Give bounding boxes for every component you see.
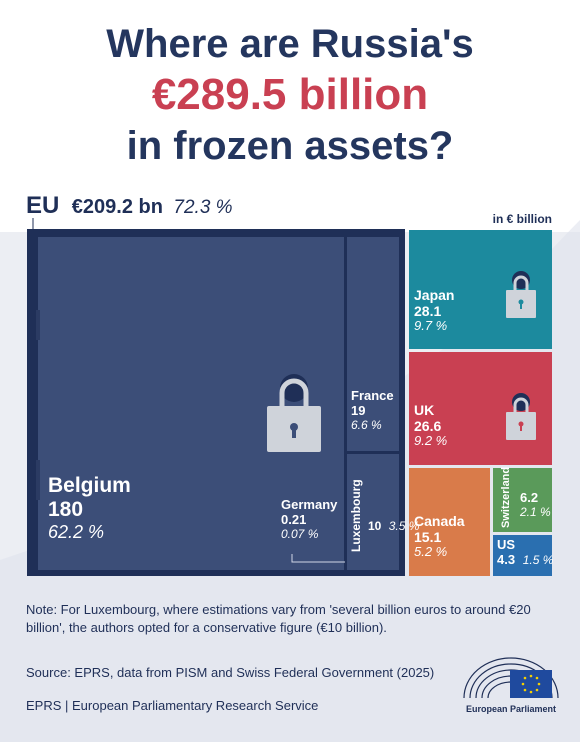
cell-us <box>493 535 552 576</box>
label-canada: Canada 15.1 5.2 % <box>414 513 465 560</box>
label-japan-name: Japan <box>414 287 455 303</box>
eu-header: EU €209.2 bn 72.3 % <box>26 192 233 220</box>
european-parliament-logo <box>463 657 559 699</box>
label-uk-pct: 9.2 % <box>414 433 448 449</box>
label-france: France 19 6.6 % <box>351 388 394 433</box>
label-luxembourg-name: Luxembourg <box>349 479 363 552</box>
label-us-name: US <box>497 537 516 552</box>
lock-icon <box>506 393 536 440</box>
eu-value: €209.2 bn <box>71 196 163 218</box>
cell-luxembourg <box>347 454 399 570</box>
germany-pointer <box>291 554 345 563</box>
label-us: US 4.3 1.5 % <box>497 537 554 568</box>
label-canada-value: 15.1 <box>414 529 442 546</box>
title-line-3: in frozen assets? <box>126 124 454 168</box>
title-line-2: €289.5 billion <box>151 70 429 119</box>
source-text: Source: EPRS, data from PISM and Swiss F… <box>26 665 435 680</box>
label-uk: UK 26.6 9.2 % <box>414 402 447 449</box>
label-belgium-value: 180 <box>48 498 84 522</box>
label-france-value: 19 <box>351 402 366 418</box>
label-belgium: Belgium 180 62.2 % <box>48 474 131 543</box>
label-luxembourg: 10 3.5 % <box>368 519 420 534</box>
label-us-value: 4.3 <box>497 551 516 567</box>
label-belgium-name: Belgium <box>48 474 131 497</box>
header-background <box>0 0 580 232</box>
belgium-edge-mark <box>36 460 40 500</box>
label-switzerland-value: 6.2 <box>520 490 539 505</box>
label-germany-name: Germany <box>281 497 338 512</box>
note-text: Note: For Luxembourg, where estimations … <box>26 602 531 635</box>
label-switzerland-pct: 2.1 % <box>520 504 551 519</box>
unit-label: in € billion <box>492 212 552 226</box>
lock-icon <box>506 271 536 318</box>
label-canada-name: Canada <box>414 513 465 529</box>
label-germany-value: 0.21 <box>281 511 307 527</box>
cell-france <box>347 237 399 451</box>
label-uk-value: 26.6 <box>414 418 442 435</box>
belgium-edge-mark <box>36 310 40 340</box>
label-switzerland-name: Switzerland <box>500 467 512 528</box>
cell-canada <box>409 468 490 576</box>
eu-name: EU <box>26 192 60 219</box>
label-japan-value: 28.1 <box>414 303 442 320</box>
label-canada-pct: 5.2 % <box>414 544 448 560</box>
cell-belgium <box>38 237 344 570</box>
title-line-1: Where are Russia's <box>106 22 474 66</box>
label-france-pct: 6.6 % <box>351 417 382 432</box>
label-uk-name: UK <box>414 402 435 418</box>
label-luxembourg-pct: 3.5 % <box>388 519 420 533</box>
european-parliament-label: European Parliament <box>465 704 557 714</box>
label-japan-pct: 9.7 % <box>414 318 448 334</box>
eu-pct: 72.3 % <box>173 197 233 218</box>
label-belgium-pct: 62.2 % <box>48 522 105 543</box>
label-japan: Japan 28.1 9.7 % <box>414 287 454 334</box>
label-us-pct: 1.5 % <box>522 552 554 567</box>
label-switzerland: 6.2 2.1 % <box>520 490 551 520</box>
label-germany-pct: 0.07 % <box>281 526 319 541</box>
lock-icon <box>267 374 321 452</box>
cell-switzerland <box>493 468 552 532</box>
label-germany: Germany 0.21 0.07 % <box>281 497 338 542</box>
label-luxembourg-value: 10 <box>368 519 382 533</box>
footer-eprs: EPRS | European Parliamentary Research S… <box>26 698 319 713</box>
label-france-name: France <box>351 388 394 403</box>
